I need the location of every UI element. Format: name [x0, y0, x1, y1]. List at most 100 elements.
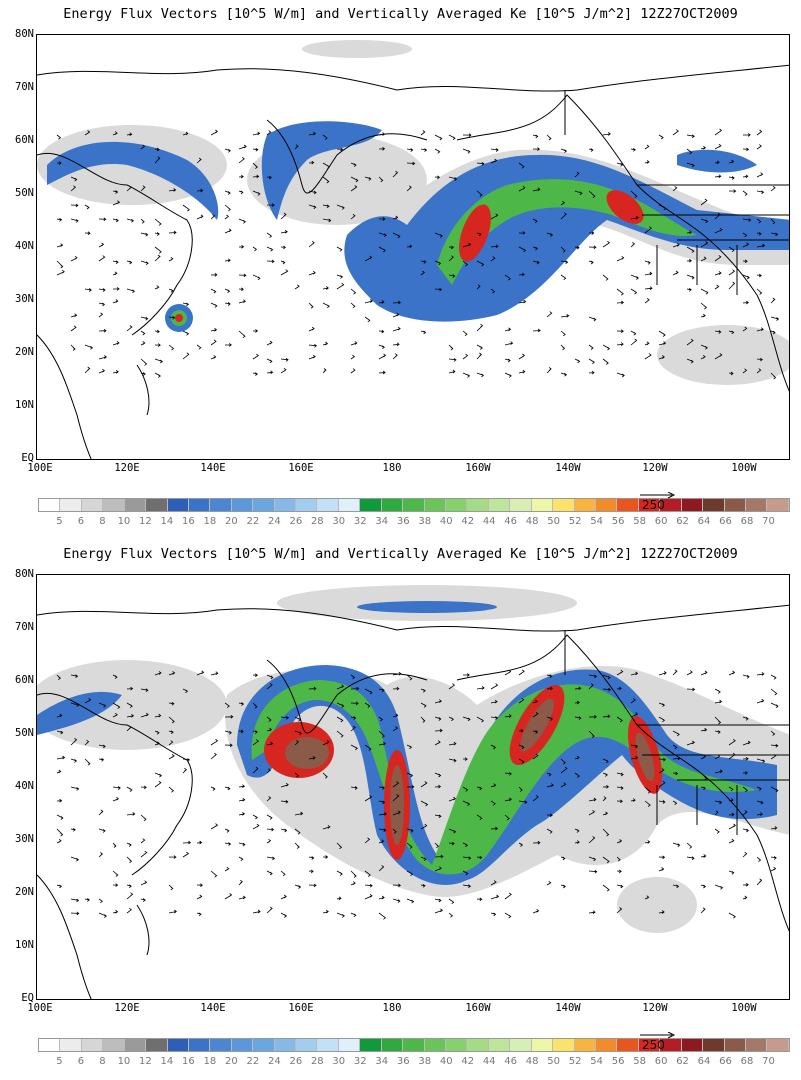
lat-label: EQ — [21, 992, 34, 1004]
colorbar-tick-label: 42 — [461, 1056, 475, 1067]
colorbar-swatch — [39, 499, 61, 511]
flux-vector-arrow — [140, 372, 146, 376]
flux-vector-arrow — [126, 325, 133, 332]
flux-vector-arrow — [266, 856, 276, 861]
flux-vector-arrow — [350, 725, 356, 732]
colorbar-swatch — [660, 1039, 682, 1051]
colorbar-tick-label: 26 — [289, 1056, 303, 1067]
flux-vector-arrow — [140, 358, 148, 366]
lat-label: 80N — [15, 28, 34, 40]
flux-vector-arrow — [224, 730, 232, 735]
colorbar-tick-label: 12 — [139, 516, 152, 527]
flux-vector-arrow — [588, 683, 594, 690]
flux-vector-arrow — [126, 725, 132, 732]
flux-vector-arrow — [770, 316, 780, 321]
flux-vector-arrow — [448, 134, 456, 141]
flux-vector-arrow — [238, 856, 244, 862]
flux-vector-arrow — [700, 786, 706, 791]
flux-vector-arrow — [714, 688, 721, 694]
flux-vector-arrow — [462, 870, 469, 876]
flux-vector-arrow — [336, 870, 343, 876]
colorbar-swatch — [638, 1039, 661, 1051]
flux-vector-arrow — [546, 880, 552, 886]
flux-vector-arrow — [406, 870, 414, 877]
flux-vector-arrow — [630, 712, 639, 718]
lon-label: 100E — [27, 1002, 53, 1014]
colorbar-swatch — [210, 499, 232, 511]
panel-top: Energy Flux Vectors [10^5 W/m] and Verti… — [15, 6, 790, 527]
flux-vector-arrow — [378, 132, 386, 136]
flux-vector-arrow — [56, 828, 64, 837]
flux-vector-arrow — [154, 285, 160, 290]
flux-vector-arrow — [476, 686, 485, 690]
flux-vector-arrow — [378, 741, 387, 746]
flux-vector-arrow — [476, 897, 483, 902]
flux-vector-arrow — [182, 302, 190, 307]
flux-vector-arrow — [392, 215, 399, 220]
flux-vector-arrow — [266, 741, 274, 746]
flux-vector-arrow — [70, 185, 77, 192]
colorbar-swatch — [338, 499, 361, 511]
flux-vector-arrow — [126, 842, 132, 847]
flux-vector-arrow — [532, 711, 539, 718]
flux-vector-arrow — [56, 798, 63, 803]
flux-vector-arrow — [210, 752, 217, 760]
flux-vector-arrow — [686, 134, 695, 139]
flux-vector-arrow — [532, 246, 539, 251]
flux-vector-arrow — [644, 260, 651, 265]
colorbar-swatch — [531, 499, 554, 511]
lat-label: 30N — [15, 833, 34, 845]
flux-vector-arrow — [756, 172, 764, 178]
flux-vector-arrow — [700, 854, 707, 858]
flux-vector-arrow — [518, 231, 526, 235]
flux-vector-arrow — [420, 688, 426, 693]
flux-vector-arrow — [98, 255, 106, 262]
lon-label: 180 — [382, 462, 402, 474]
flux-vector-arrow — [714, 800, 723, 805]
flux-vector-arrow — [560, 274, 567, 281]
flux-vector-arrow — [434, 854, 444, 859]
colorbar-tick-label: 62 — [676, 516, 689, 527]
colorbar-tick-label: 32 — [353, 1056, 367, 1067]
flux-vector-arrow — [350, 176, 359, 183]
flux-vector-arrow — [154, 730, 160, 735]
flux-vector-arrow — [140, 898, 146, 902]
colorbar-tick-label: 5 — [56, 1056, 63, 1067]
flux-vector-arrow — [238, 729, 244, 734]
colorbar-tick-label: 36 — [396, 516, 410, 527]
flux-vector-arrow — [70, 344, 76, 351]
flux-vector-arrow — [476, 352, 483, 360]
flux-vector-arrow — [406, 842, 413, 849]
flux-vector-arrow — [658, 780, 666, 788]
flux-vector-arrow — [476, 232, 482, 237]
flux-vector-arrow — [364, 795, 373, 802]
flux-vector-arrow — [630, 241, 636, 248]
flux-vector-arrow — [126, 686, 134, 691]
flux-vector-arrow — [196, 883, 203, 888]
flux-vector-arrow — [406, 828, 414, 833]
flux-vector-arrow — [224, 258, 231, 263]
flux-vector-arrow — [182, 840, 192, 845]
flux-vector-arrow — [742, 716, 749, 721]
colorbar-swatch — [296, 1039, 318, 1051]
reference-vector-label: 250 — [642, 1038, 665, 1052]
flux-vector-arrow — [112, 190, 119, 194]
flux-vector-arrow — [630, 338, 638, 346]
flux-vector-arrow — [700, 218, 709, 224]
flux-vector-arrow — [238, 156, 245, 164]
flux-vector-arrow — [518, 786, 523, 792]
flux-vector-arrow — [504, 912, 512, 919]
flux-vector-arrow — [98, 757, 105, 762]
flux-vector-arrow — [238, 702, 245, 706]
flux-vector-arrow — [532, 840, 541, 845]
flux-vector-arrow — [700, 354, 706, 360]
lat-label: 30N — [15, 293, 34, 305]
flux-vector-arrow — [196, 157, 202, 164]
flux-vector-arrow — [378, 912, 387, 920]
flux-vector-arrow — [742, 740, 751, 746]
flux-vector-arrow — [210, 288, 217, 294]
flux-vector-arrow — [378, 839, 385, 844]
flux-vector-arrow — [616, 799, 623, 804]
flux-vector-arrow — [420, 800, 429, 807]
flux-vector-arrow — [266, 727, 273, 732]
